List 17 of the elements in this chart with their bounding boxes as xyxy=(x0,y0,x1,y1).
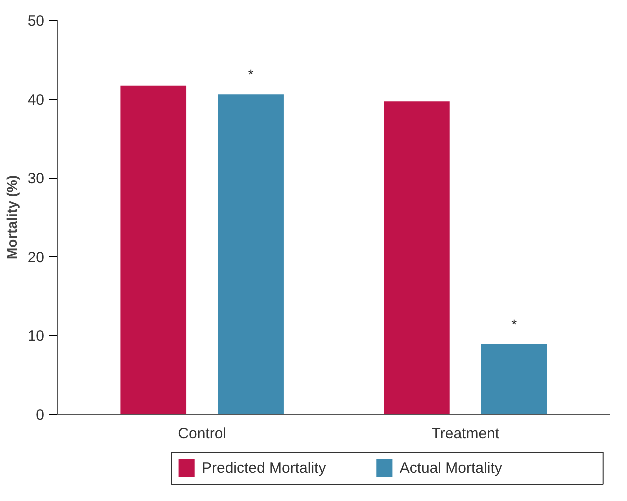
bar xyxy=(120,86,187,414)
y-tick-label: 50 xyxy=(28,13,45,30)
legend-label: Actual Mortality xyxy=(400,460,503,477)
x-tick-label: Control xyxy=(178,426,227,442)
x-tick-label: Treatment xyxy=(432,426,500,442)
bar xyxy=(384,102,450,414)
y-tick-label: 10 xyxy=(28,328,45,346)
y-tick-label: 0 xyxy=(36,407,44,424)
y-tick-label: 20 xyxy=(28,249,45,266)
bar xyxy=(481,344,548,414)
annotation: * xyxy=(512,316,518,332)
legend-label: Predicted Mortality xyxy=(202,460,327,477)
annotation: * xyxy=(248,66,254,83)
y-axis-title: Mortality (%) xyxy=(4,176,20,260)
y-tick-label: 40 xyxy=(28,92,45,109)
bar xyxy=(218,94,284,414)
y-tick-label: 30 xyxy=(28,170,45,188)
